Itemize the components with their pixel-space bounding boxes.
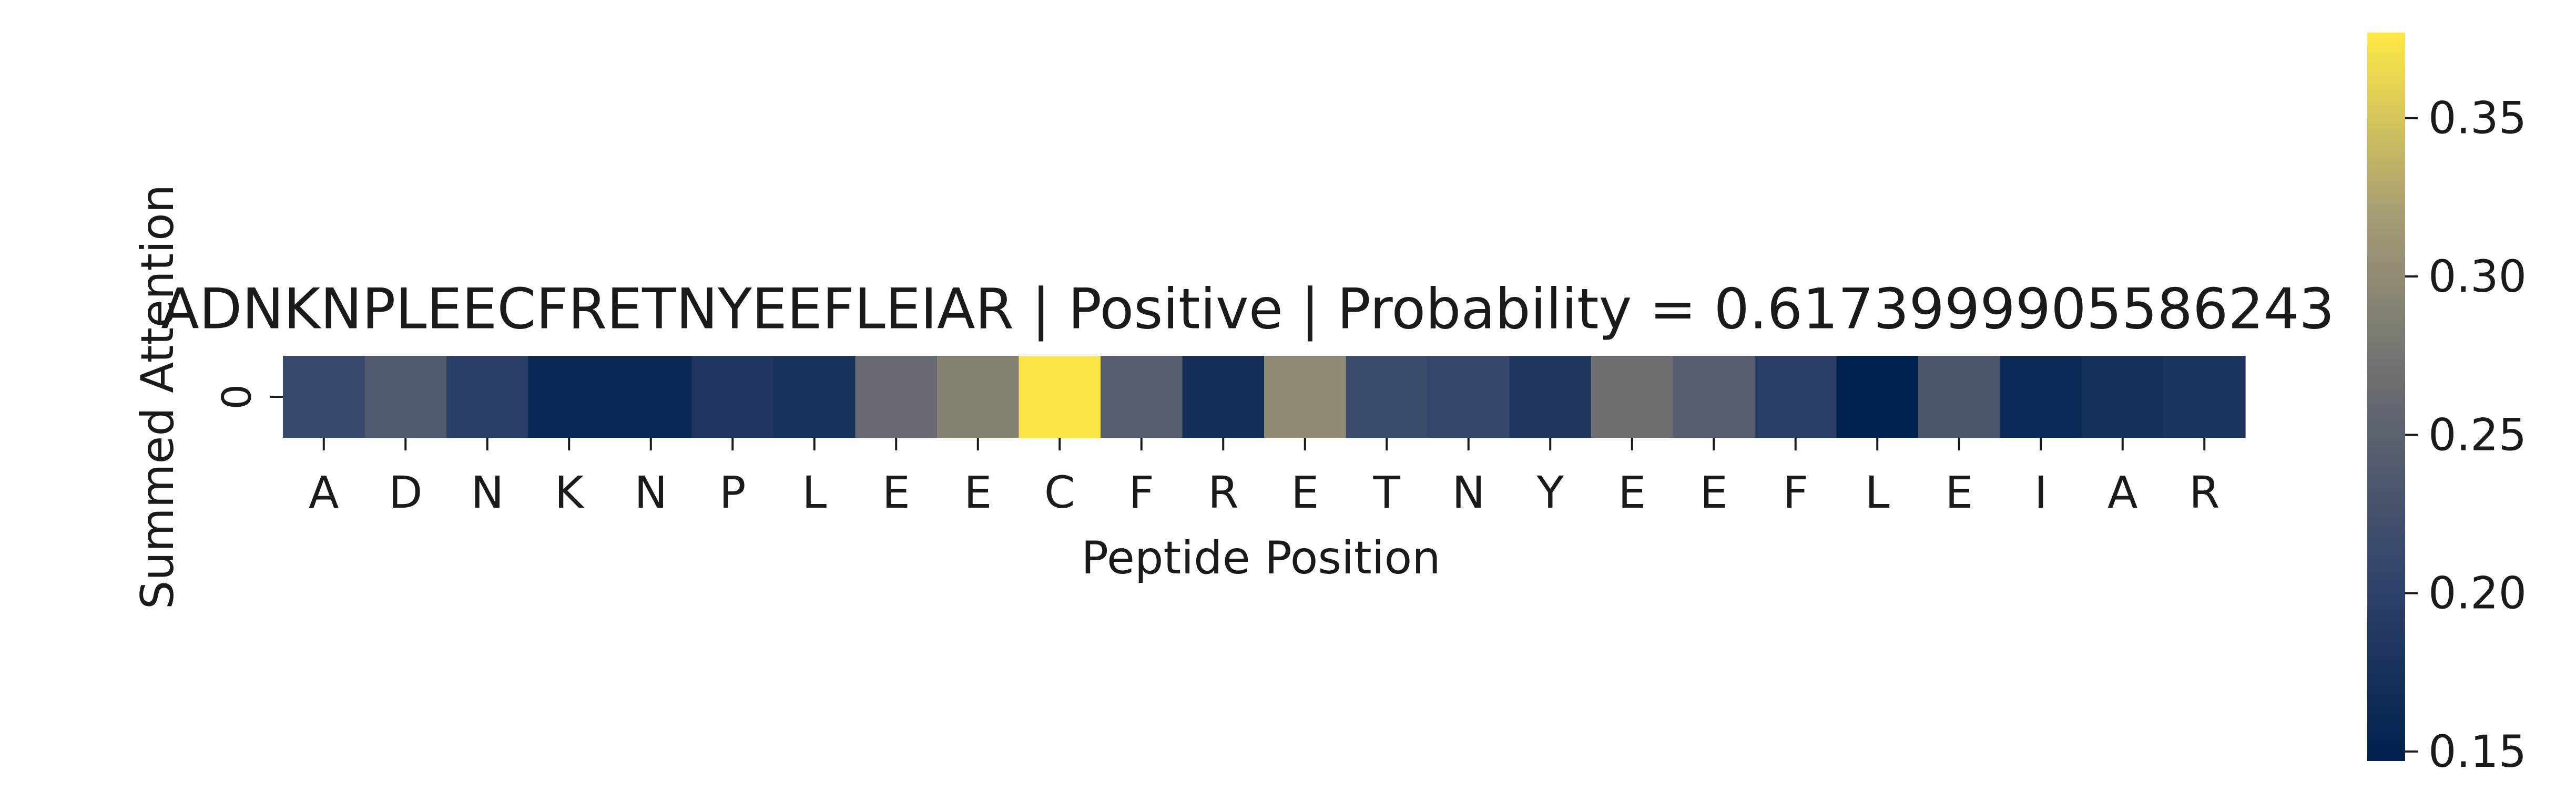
x-tick-label: A <box>2107 467 2137 518</box>
x-tick-label: E <box>1291 467 1319 518</box>
heatmap-cell <box>364 356 447 438</box>
heatmap-cell <box>2163 356 2246 438</box>
colorbar-tick-label: 0.25 <box>2428 409 2527 460</box>
heatmap-cell <box>1673 356 1755 438</box>
x-tick-label: F <box>1129 467 1154 518</box>
heatmap-cell <box>1019 356 1101 438</box>
x-tick-label: C <box>1044 467 1075 518</box>
y-tick-label: 0 <box>213 384 260 409</box>
x-tick-label: E <box>1618 467 1646 518</box>
heatmap-cell <box>773 356 856 438</box>
heatmap-cell <box>2000 356 2082 438</box>
heatmap-cell <box>1755 356 1837 438</box>
heatmap-cell <box>855 356 938 438</box>
x-tick-label: E <box>1700 467 1728 518</box>
heatmap-cell <box>1264 356 1347 438</box>
x-tick-label: N <box>1452 467 1485 518</box>
heatmap-cell <box>937 356 1020 438</box>
heatmap-cell <box>283 356 365 438</box>
y-axis-label: Summed Attention <box>131 184 184 609</box>
heatmap-cell <box>528 356 610 438</box>
x-tick-label: T <box>1373 467 1401 518</box>
x-tick-label: I <box>2034 467 2048 518</box>
x-tick-label: N <box>471 467 504 518</box>
heatmap-cell <box>1591 356 1674 438</box>
chart-title: ADNKNPLEECFRETNYEEFLEIAR | Positive | Pr… <box>161 277 2334 342</box>
x-tick-label: R <box>1208 467 1238 518</box>
x-tick-label: R <box>2189 467 2219 518</box>
x-tick-label: P <box>719 467 746 518</box>
x-tick-label: E <box>882 467 910 518</box>
heatmap-cell <box>1836 356 1919 438</box>
x-tick-label: E <box>964 467 992 518</box>
colorbar-ticks: 0.15 0.20 0.25 0.30 0.35 <box>2405 92 2527 777</box>
heatmap-cell <box>446 356 529 438</box>
x-axis-label: Peptide Position <box>1081 532 1441 584</box>
colorbar-tick-label: 0.35 <box>2428 92 2527 144</box>
x-tick-label: D <box>389 467 423 518</box>
colorbar <box>2367 33 2405 761</box>
heatmap-cell <box>1509 356 1592 438</box>
colorbar-tick-label: 0.15 <box>2428 726 2527 777</box>
heatmap-cells <box>283 356 2246 438</box>
x-tick-label: L <box>1865 467 1890 518</box>
heatmap-cell <box>691 356 774 438</box>
heatmap-cell <box>1428 356 1510 438</box>
heatmap-cell <box>1182 356 1265 438</box>
colorbar-tick-label: 0.30 <box>2428 251 2527 302</box>
x-tick-label: E <box>1945 467 1973 518</box>
heatmap-cell <box>1918 356 2001 438</box>
colorbar-tick-label: 0.20 <box>2428 568 2527 619</box>
x-tick-label: F <box>1783 467 1808 518</box>
heatmap-cell <box>1346 356 1428 438</box>
x-tick-label: N <box>634 467 667 518</box>
x-tick-label: A <box>309 467 339 518</box>
heatmap-cell <box>610 356 693 438</box>
heatmap-cell <box>2082 356 2164 438</box>
heatmap-cell <box>1101 356 1183 438</box>
x-tick-label: L <box>802 467 827 518</box>
x-tick-label: K <box>555 467 585 518</box>
x-tick-label: Y <box>1536 467 1564 518</box>
